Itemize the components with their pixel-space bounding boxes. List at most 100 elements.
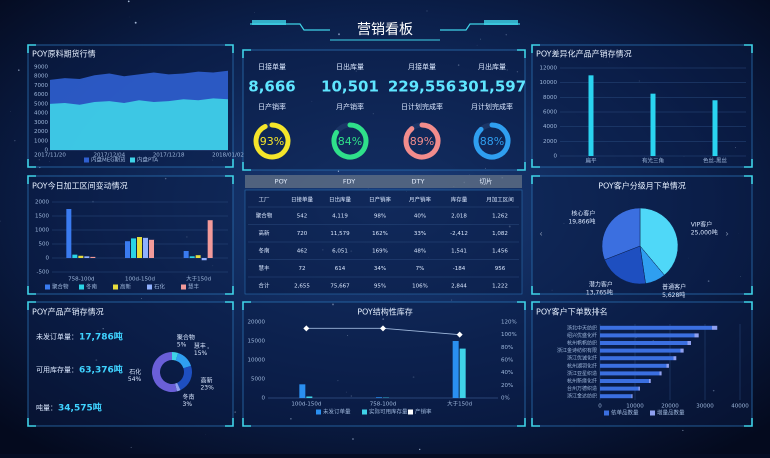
star [506,34,507,35]
y-tick-label: 2000 [543,139,557,145]
table-cell: 72 [299,266,306,272]
y-tick-label: 6000 [34,92,48,98]
legend-label: 依单品数量 [611,409,639,417]
y-tick-label: 10000 [540,80,558,86]
table-cell: 慧丰 [258,264,270,272]
donut-value-label: 15% [194,350,208,357]
x-tick-label: 有光三角 [642,157,664,165]
bar [667,364,669,368]
nav-arrow[interactable]: ‹ [539,230,543,240]
kpi-label: 月接单量 [408,62,436,71]
bar [651,94,656,156]
bar [78,256,83,258]
y-tick-label: 0 [262,396,266,402]
y-tick-label: 5000 [251,377,265,383]
y-tick-label: 120% [501,320,517,326]
pie-label: 核心客户 [571,209,595,217]
table-tab[interactable]: 切片 [480,177,493,186]
x-tick-label: 大于150d [447,400,472,408]
star [352,438,354,440]
donut-value-label: 3% [183,401,193,408]
table-cell: 95% [374,284,386,290]
legend-swatch [316,410,321,415]
y-tick-label: 杭州帆帆纺织 [567,340,597,347]
donut-label: 高新 [200,376,212,384]
star [130,17,131,18]
star [234,411,235,412]
bar [589,75,594,156]
nav-arrow[interactable]: › [725,230,729,240]
star [682,430,683,431]
bar [460,349,466,398]
donut-label: 石化 [129,368,141,376]
x-tick-label: 758-100d [68,277,94,283]
panel-title: POY结构性库存 [357,307,413,317]
bar [600,387,639,391]
bar [649,379,651,383]
legend-label: 内盘PTA [137,156,158,164]
y-tick-label: 杭州新缘化纤 [567,378,597,385]
legend-swatch [650,411,655,416]
table-header: 库存量 [451,196,468,204]
legend-label: 石化 [154,283,166,291]
legend-label: 聚合物 [52,283,69,291]
table-tab[interactable]: DTY [412,178,425,186]
y-tick-label: 20000 [248,320,266,326]
legend-label: 产销率 [415,408,432,416]
legend-label: 未发订单量 [323,408,351,416]
bar [196,255,201,258]
bar [184,251,189,258]
x-tick-label: 10000 [626,404,644,410]
bar [72,255,77,258]
table-cell: -184 [453,266,466,272]
star [480,39,481,40]
legend-label: 内盘MEG期货 [91,156,126,164]
y-tick-label: 12000 [540,66,558,72]
y-tick-label: 杭州湖羽化纤 [567,362,597,369]
y-tick-label: 台州万德织造 [567,385,597,392]
x-tick-label: 20000 [661,404,679,410]
table-cell: 162% [372,231,388,237]
pie-label: 普通客户 [662,283,686,291]
y-tick-label: 浙江亚星织造 [567,370,597,377]
panel-title: POY客户下单数排名 [536,307,608,317]
table-tab[interactable]: POY [275,178,288,186]
star [10,111,11,112]
y-tick-label: -500 [37,270,50,276]
gauge-label: 日产销率 [258,102,286,111]
y-tick-label: 0 [554,154,558,160]
x-tick-label: 大于150d [186,275,211,283]
x-tick-label: 2018/01/02 [212,153,244,159]
table-cell: 106% [412,284,428,290]
x-tick-label: 扁平 [585,157,597,165]
gauge-value: 89% [410,135,434,148]
gauge-value: 84% [338,135,362,148]
y-tick-label: 8000 [543,95,557,101]
kpi-label: 日出库量 [336,62,364,71]
legend-swatch [604,411,609,416]
bar [600,341,688,345]
pie-value-label: 19,866吨 [568,217,595,225]
table-cell: 11,579 [330,231,350,237]
table-cell: 4,119 [332,214,348,220]
page-title: 营销看板 [357,22,413,38]
bar [190,256,195,258]
table-cell: 33% [414,231,426,237]
y-tick-label: 6000 [543,110,557,116]
y-tick-label: 绍兴优盛化纤 [567,332,597,339]
table-header: 工厂 [258,197,270,204]
star [477,45,478,46]
table-cell: 956 [495,266,506,272]
table-tab[interactable]: FDY [343,178,355,186]
y-tick-label: 15000 [248,339,266,345]
bar [695,333,699,337]
kpi-label: 日接单量 [258,62,286,71]
y-tick-label: 40% [501,370,513,376]
pie-label: 潜力客户 [589,281,613,289]
table-cell: 2,844 [451,284,467,290]
bar [131,238,136,258]
y-tick-label: 1000 [34,138,48,144]
star [14,140,15,141]
